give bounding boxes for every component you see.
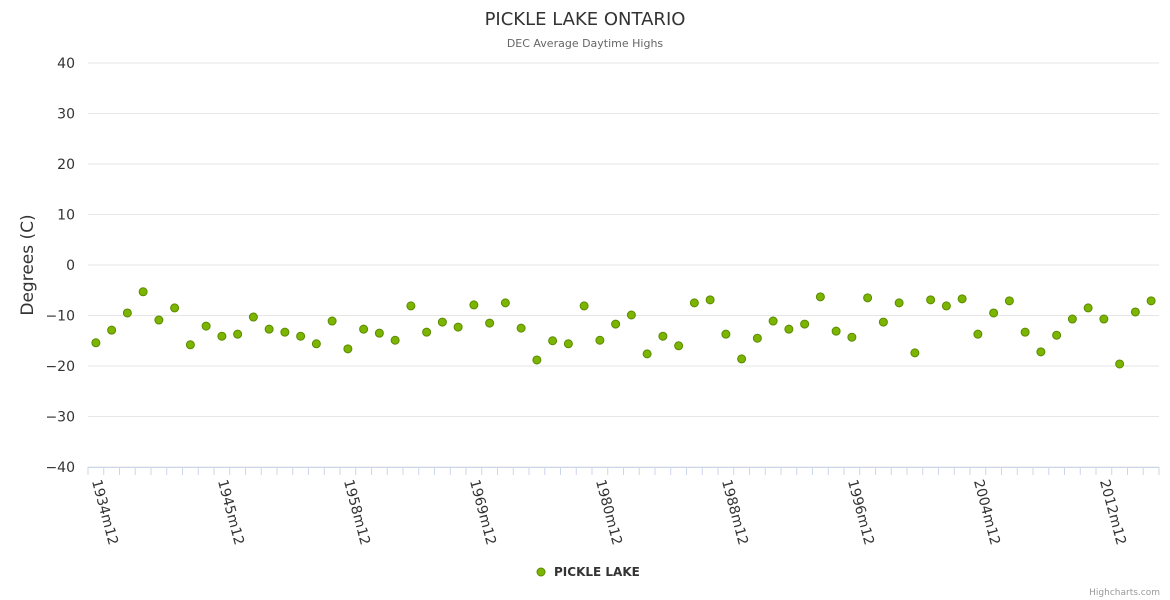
data-point[interactable] — [248, 312, 258, 322]
data-point[interactable] — [390, 335, 400, 345]
data-point[interactable] — [91, 338, 101, 348]
data-point[interactable] — [343, 344, 353, 354]
data-point[interactable] — [233, 329, 243, 339]
x-tick-label: 1969m12 — [466, 478, 499, 547]
data-point[interactable] — [532, 355, 542, 365]
data-point[interactable] — [831, 326, 841, 336]
data-point[interactable] — [154, 315, 164, 325]
data-point[interactable] — [374, 328, 384, 338]
data-point[interactable] — [847, 332, 857, 342]
data-point[interactable] — [296, 331, 306, 341]
data-point[interactable] — [1115, 359, 1125, 369]
data-point[interactable] — [579, 301, 589, 311]
data-point[interactable] — [611, 319, 621, 329]
data-point[interactable] — [768, 316, 778, 326]
data-point[interactable] — [516, 323, 526, 333]
data-point[interactable] — [485, 318, 495, 328]
data-point[interactable] — [201, 321, 211, 331]
data-point[interactable] — [122, 308, 132, 318]
data-point[interactable] — [1067, 314, 1077, 324]
data-point[interactable] — [957, 294, 967, 304]
data-point[interactable] — [989, 308, 999, 318]
credits-link[interactable]: Highcharts.com — [1089, 588, 1160, 598]
y-tick-label: −20 — [45, 359, 75, 375]
data-point[interactable] — [705, 295, 715, 305]
y-tick-label: 10 — [57, 208, 75, 224]
x-tick-label: 1958m12 — [340, 478, 373, 547]
data-point[interactable] — [1130, 307, 1140, 317]
legend-item-pickle-lake[interactable]: PICKLE LAKE — [536, 565, 640, 579]
data-point[interactable] — [1083, 303, 1093, 313]
data-point[interactable] — [941, 301, 951, 311]
chart-title: PICKLE LAKE ONTARIO — [485, 9, 686, 30]
x-tick-label: 2004m12 — [970, 478, 1003, 547]
data-point[interactable] — [185, 340, 195, 350]
y-tick-label: −30 — [45, 410, 75, 426]
data-point[interactable] — [626, 310, 636, 320]
data-point[interactable] — [406, 301, 416, 311]
y-tick-label: −40 — [45, 460, 75, 476]
data-point[interactable] — [437, 317, 447, 327]
chart-subtitle: DEC Average Daytime Highs — [507, 37, 664, 50]
data-point[interactable] — [327, 316, 337, 326]
data-point[interactable] — [1146, 296, 1156, 306]
data-point[interactable] — [469, 300, 479, 310]
data-point[interactable] — [1020, 327, 1030, 337]
y-tick-label: 20 — [57, 157, 75, 173]
data-point[interactable] — [1052, 330, 1062, 340]
data-point[interactable] — [910, 348, 920, 358]
x-tick-label: 2012m12 — [1096, 478, 1129, 547]
y-tick-label: 30 — [57, 107, 75, 123]
data-point[interactable] — [217, 331, 227, 341]
y-tick-label: 0 — [66, 258, 75, 274]
data-point[interactable] — [973, 329, 983, 339]
x-tick-label: 1980m12 — [592, 478, 625, 547]
legend-marker — [536, 567, 546, 577]
data-point[interactable] — [926, 295, 936, 305]
data-point[interactable] — [138, 287, 148, 297]
data-point[interactable] — [563, 339, 573, 349]
x-tick-label: 1988m12 — [718, 478, 751, 547]
x-tick-label: 1945m12 — [214, 478, 247, 547]
data-point[interactable] — [107, 325, 117, 335]
data-point[interactable] — [311, 339, 321, 349]
data-point[interactable] — [878, 317, 888, 327]
data-point[interactable] — [689, 298, 699, 308]
data-point[interactable] — [548, 336, 558, 346]
data-point[interactable] — [737, 354, 747, 364]
data-point[interactable] — [280, 327, 290, 337]
data-point[interactable] — [453, 322, 463, 332]
y-tick-label: 40 — [57, 56, 75, 72]
data-point[interactable] — [863, 293, 873, 303]
x-tick-label: 1934m12 — [88, 478, 121, 547]
data-point[interactable] — [1099, 314, 1109, 324]
data-point[interactable] — [815, 292, 825, 302]
y-tick-label: −10 — [45, 309, 75, 325]
data-point[interactable] — [1004, 296, 1014, 306]
data-point[interactable] — [642, 349, 652, 359]
data-point[interactable] — [894, 298, 904, 308]
data-point[interactable] — [500, 298, 510, 308]
data-point[interactable] — [800, 319, 810, 329]
y-axis-title: Degrees (C) — [18, 214, 38, 315]
data-point[interactable] — [784, 324, 794, 334]
data-point[interactable] — [264, 324, 274, 334]
x-tick-label: 1996m12 — [844, 478, 877, 547]
data-point[interactable] — [422, 327, 432, 337]
legend-label: PICKLE LAKE — [554, 565, 640, 579]
data-point[interactable] — [1036, 347, 1046, 357]
data-point[interactable] — [721, 329, 731, 339]
data-point[interactable] — [752, 333, 762, 343]
data-point[interactable] — [359, 324, 369, 334]
data-point[interactable] — [595, 335, 605, 345]
data-point[interactable] — [170, 303, 180, 313]
data-point[interactable] — [674, 341, 684, 351]
data-point[interactable] — [658, 331, 668, 341]
